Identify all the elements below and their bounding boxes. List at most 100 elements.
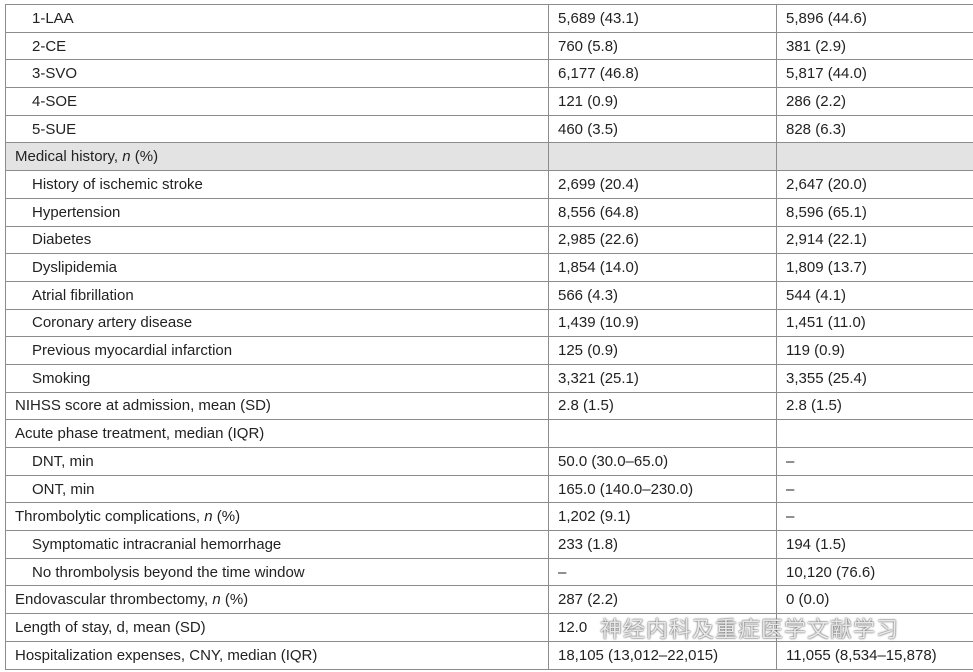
value-cell: 121 (0.9) [548, 87, 777, 116]
value-cell: 5,817 (44.0) [776, 59, 973, 89]
table-row: History of ischemic stroke 2,699 (20.4) 2,… [5, 170, 973, 199]
row-label: Hypertension [5, 197, 549, 227]
value-cell: 233 (1.8) [548, 530, 777, 559]
value-cell: 0 (0.0) [776, 585, 973, 615]
value-cell: 2.8 (1.5) [776, 391, 973, 421]
label-part: (%) [130, 148, 159, 166]
table-row: Medical history, n (%) [5, 142, 973, 172]
value-cell [776, 419, 973, 448]
row-label: 3-SVO [5, 59, 549, 89]
value-cell: 287 (2.2) [548, 585, 777, 615]
row-label: Smoking [5, 363, 549, 393]
value-cell: 5,896 (44.6) [776, 4, 973, 33]
value-cell [548, 419, 777, 448]
table-row: Atrial fibrillation 566 (4.3) 544 (4.1) [5, 280, 973, 310]
table-row: 2-CE 760 (5.8) 381 (2.9) [5, 31, 973, 61]
value-cell: – [548, 557, 777, 587]
value-cell: 11,055 (8,534–15,878) [776, 640, 973, 670]
row-label: Hospitalization expenses, CNY, median (I… [5, 640, 549, 670]
table-row: No thrombolysis beyond the time window –1… [5, 557, 973, 587]
value-cell: – [776, 502, 973, 532]
value-cell: 6,177 (46.8) [548, 59, 777, 89]
row-label: Atrial fibrillation [5, 280, 549, 310]
row-label: Symptomatic intracranial hemorrhage [5, 530, 549, 559]
value-cell: 2.8 (1.5) [548, 391, 777, 421]
value-cell: 10,120 (76.6) [776, 557, 973, 587]
value-cell: 3,321 (25.1) [548, 363, 777, 393]
value-cell: 125 (0.9) [548, 336, 777, 365]
value-cell: 460 (3.5) [548, 114, 777, 144]
table-row: Symptomatic intracranial hemorrhage 233 (… [5, 530, 973, 559]
value-cell: 2,647 (20.0) [776, 170, 973, 199]
row-label: 2-CE [5, 31, 549, 61]
value-cell: 5,689 (43.1) [548, 4, 777, 33]
row-label: Endovascular thrombectomy, n (%) [5, 585, 549, 615]
table-row: 5-SUE 460 (3.5) 828 (6.3) [5, 114, 973, 144]
value-cell: 2,985 (22.6) [548, 225, 777, 255]
label-part: n [212, 591, 221, 609]
table-row: 1-LAA 5,689 (43.1) 5,896 (44.6) [5, 4, 973, 33]
value-cell: 1,809 (13.7) [776, 253, 973, 282]
value-cell: 18,105 (13,012–22,015) [548, 640, 777, 670]
value-cell: 381 (2.9) [776, 31, 973, 61]
row-label: 1-LAA [5, 4, 549, 33]
value-cell: 544 (4.1) [776, 280, 973, 310]
label-part: n [122, 148, 131, 166]
value-cell: – [776, 474, 973, 504]
table-row: NIHSS score at admission, mean (SD) 2.8 (… [5, 391, 973, 421]
label-part: n [204, 508, 213, 526]
value-cell: 760 (5.8) [548, 31, 777, 61]
label-part: Thrombolytic complications, [15, 508, 205, 526]
value-cell: 1,439 (10.9) [548, 308, 777, 338]
value-cell: 566 (4.3) [548, 280, 777, 310]
row-label: Coronary artery disease [5, 308, 549, 338]
table-row: Previous myocardial infarction 125 (0.9) 1… [5, 336, 973, 365]
value-cell: 286 (2.2) [776, 87, 973, 116]
value-cell: 2,699 (20.4) [548, 170, 777, 199]
row-label: DNT, min [5, 447, 549, 476]
value-cell: 12.0 [548, 613, 777, 642]
value-cell: 165.0 (140.0–230.0) [548, 474, 777, 504]
value-cell: 3,355 (25.4) [776, 363, 973, 393]
table-row: Hospitalization expenses, CNY, median (I… [5, 640, 973, 670]
value-cell: 119 (0.9) [776, 336, 973, 365]
table-row: Dyslipidemia 1,854 (14.0) 1,809 (13.7) [5, 253, 973, 282]
table-row: Diabetes 2,985 (22.6) 2,914 (22.1) [5, 225, 973, 255]
label-part: Medical history, [15, 148, 123, 166]
label-part: (%) [220, 591, 249, 609]
value-cell: 8,596 (65.1) [776, 197, 973, 227]
table-row: 4-SOE 121 (0.9) 286 (2.2) [5, 87, 973, 116]
table-row: Thrombolytic complications, n (%) 1,202 (… [5, 502, 973, 532]
watermark: 神经内科及重症医学文献学习 [600, 617, 900, 642]
table-row: Smoking 3,321 (25.1) 3,355 (25.4) [5, 363, 973, 393]
value-cell [548, 142, 777, 172]
row-label: History of ischemic stroke [5, 170, 549, 199]
value-cell: 828 (6.3) [776, 114, 973, 144]
row-label: Acute phase treatment, median (IQR) [5, 419, 549, 448]
value-cell: 2,914 (22.1) [776, 225, 973, 255]
table-row: 3-SVO 6,177 (46.8) 5,817 (44.0) [5, 59, 973, 89]
row-label: 4-SOE [5, 87, 549, 116]
row-label: NIHSS score at admission, mean (SD) [5, 391, 549, 421]
table-row: Acute phase treatment, median (IQR) [5, 419, 973, 448]
row-label: Thrombolytic complications, n (%) [5, 502, 549, 532]
row-label: Previous myocardial infarction [5, 336, 549, 365]
label-part: (%) [212, 508, 241, 526]
table-row: Hypertension 8,556 (64.8) 8,596 (65.1) [5, 197, 973, 227]
row-label: 5-SUE [5, 114, 549, 144]
table-row: ONT, min 165.0 (140.0–230.0) – [5, 474, 973, 504]
row-label: Diabetes [5, 225, 549, 255]
row-label: ONT, min [5, 474, 549, 504]
value-cell: 1,202 (9.1) [548, 502, 777, 532]
table-row: DNT, min 50.0 (30.0–65.0) – [5, 447, 973, 476]
row-label: No thrombolysis beyond the time window [5, 557, 549, 587]
value-cell [776, 142, 973, 172]
value-cell: 1,451 (11.0) [776, 308, 973, 338]
row-label: Medical history, n (%) [5, 142, 549, 172]
table-row: Endovascular thrombectomy, n (%) 287 (2.2… [5, 585, 973, 615]
value-cell: 1,854 (14.0) [548, 253, 777, 282]
value-cell: 8,556 (64.8) [548, 197, 777, 227]
row-label: Dyslipidemia [5, 253, 549, 282]
row-label: Length of stay, d, mean (SD) [5, 613, 549, 642]
